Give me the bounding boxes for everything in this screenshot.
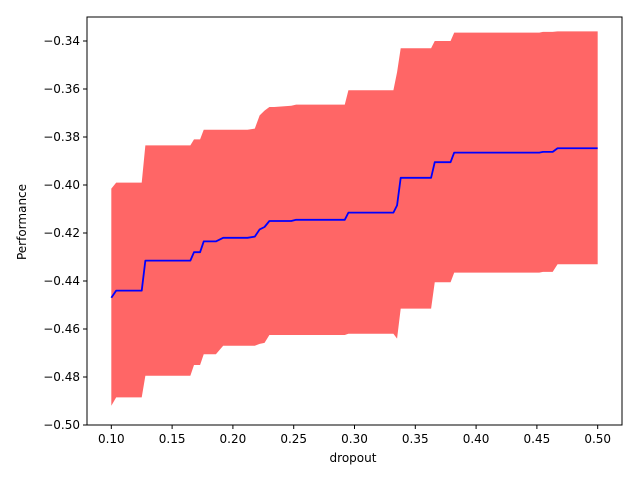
y-tick-label: −0.36 <box>43 82 80 96</box>
plot-area <box>110 31 598 406</box>
y-tick-label: −0.42 <box>43 226 80 240</box>
y-tick-label: −0.50 <box>43 418 80 432</box>
confidence-band <box>111 31 598 406</box>
x-tick-label: 0.15 <box>159 432 186 446</box>
axes: 0.10 0.15 0.20 0.25 0.30 0.35 0.40 0.45 0.50 −0.5… <box>43 16 623 446</box>
y-tick-label: −0.38 <box>43 130 80 144</box>
x-tick-label: 0.30 <box>341 432 368 446</box>
y-tick-label: −0.34 <box>43 34 80 48</box>
y-axis-label: Performance <box>15 184 29 260</box>
x-tick-label: 0.35 <box>402 432 429 446</box>
performance-line <box>110 147 598 299</box>
x-tick-label: 0.25 <box>280 432 307 446</box>
y-tick-label: −0.46 <box>43 322 80 336</box>
x-tick-label: 0.45 <box>524 432 551 446</box>
y-tick-label: −0.48 <box>43 370 80 384</box>
x-axis-label: dropout <box>330 451 377 465</box>
x-tick-label: 0.10 <box>98 432 125 446</box>
y-tick-label: −0.40 <box>43 178 80 192</box>
x-tick-label: 0.50 <box>584 432 611 446</box>
x-tick-label: 0.20 <box>220 432 247 446</box>
y-tick-label: −0.44 <box>43 274 80 288</box>
x-tick-label: 0.40 <box>463 432 490 446</box>
